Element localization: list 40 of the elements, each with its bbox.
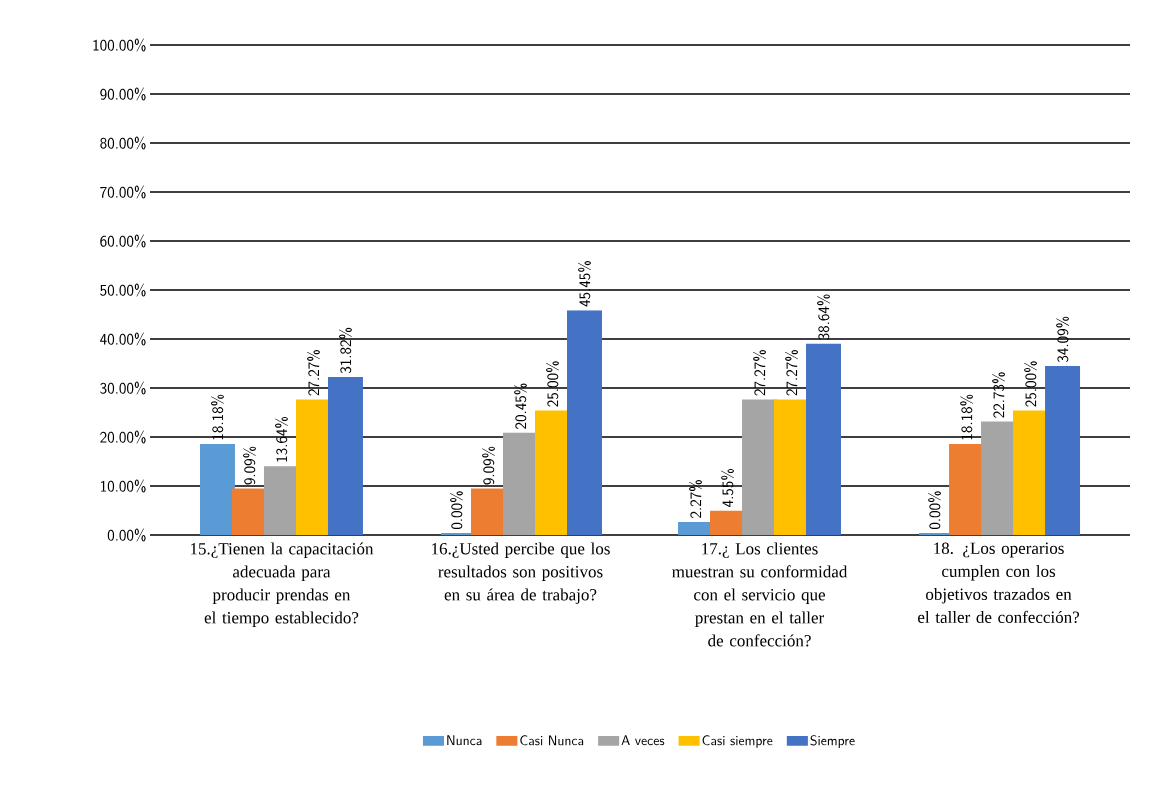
y-tick-label: 20.00% — [100, 430, 146, 444]
legend-label: Casi siempre — [702, 735, 773, 748]
y-tick-label: 40.00% — [100, 332, 146, 346]
data-label: 18.18% — [960, 394, 973, 440]
x-tick-label: 17.¿ Los clientes muestran su conformidad con el servicio que prestan en el taller de confección? — [672, 542, 848, 647]
legend-label: A veces — [621, 735, 665, 746]
data-label: 27.27% — [753, 350, 766, 396]
y-tick-label: 100.00% — [93, 38, 146, 52]
data-label: 18.18% — [211, 394, 224, 440]
data-label: 27.27% — [785, 350, 798, 396]
data-label: 38.64% — [817, 294, 830, 340]
data-label: 31.82% — [339, 327, 352, 374]
data-label: 9.09% — [482, 446, 495, 485]
data-label: 34.09% — [1056, 316, 1069, 362]
data-label: 25.00% — [1024, 361, 1037, 407]
y-tick-label: 30.00% — [100, 381, 146, 395]
x-tick-label: 18. ¿Los operarios cumplen con los objetivos trazados en el taller de confección? — [918, 542, 1080, 624]
y-tick-label: 70.00% — [100, 185, 146, 199]
y-tick-label: 90.00% — [100, 87, 146, 101]
data-label: 2.27% — [689, 480, 702, 518]
data-label: 27.27% — [307, 350, 320, 396]
data-label: 0.00% — [928, 491, 941, 530]
data-label: 4.55% — [721, 468, 734, 507]
data-label: 9.09% — [243, 446, 256, 485]
legend-label: Nunca — [447, 735, 482, 746]
data-label: 45.45% — [578, 261, 591, 307]
data-label: 13.64% — [275, 416, 288, 462]
data-label: 0.00% — [450, 491, 463, 530]
y-tick-label: 10.00% — [101, 479, 146, 493]
y-tick-label: 80.00% — [100, 136, 146, 150]
data-label: 22.73% — [992, 372, 1005, 418]
y-tick-label: 60.00% — [100, 234, 146, 248]
x-tick-label: 16.¿Usted percibe que los resultados son positivos en su área de trabajo? — [432, 542, 610, 604]
legend-label: Casi Nunca — [520, 735, 584, 746]
data-label: 20.45% — [514, 383, 527, 429]
data-label: 25.00% — [546, 361, 559, 407]
x-tick-label: 15.¿Tienen la capacitación adecuada para producir prendas en el tiempo establecido? — [190, 542, 374, 627]
y-tick-label: 0.00% — [107, 528, 146, 542]
y-tick-label: 50.00% — [100, 283, 146, 297]
legend-label: Siempre — [810, 735, 855, 748]
